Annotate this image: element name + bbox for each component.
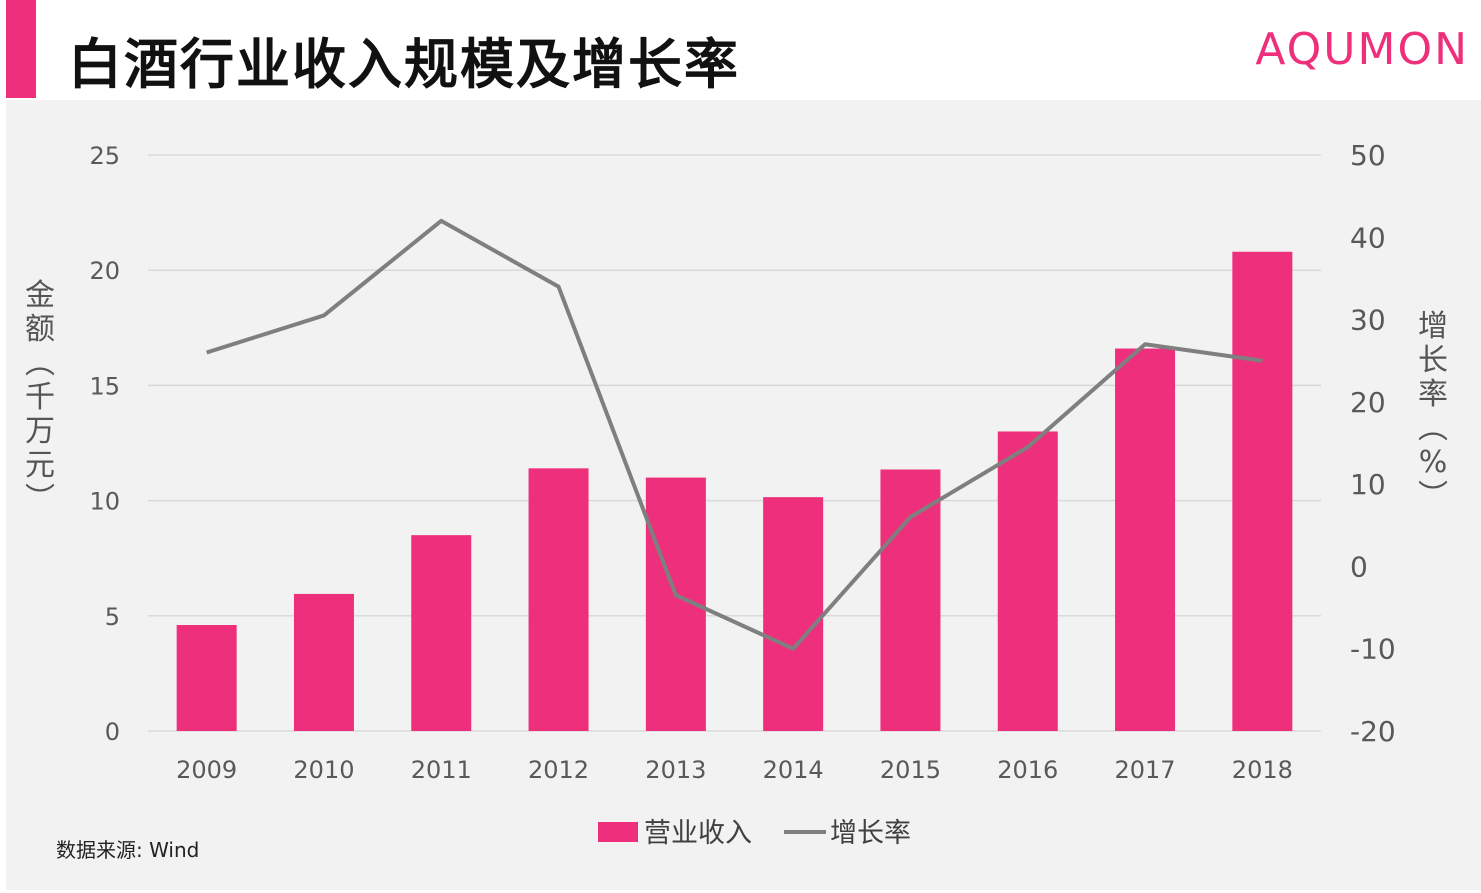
bar-2017 xyxy=(1115,348,1176,731)
left-tick-label: 15 xyxy=(89,372,120,400)
bar-2015 xyxy=(880,469,941,731)
x-tick-label: 2016 xyxy=(997,756,1058,784)
x-tick-label: 2015 xyxy=(880,756,941,784)
right-tick-label: 30 xyxy=(1350,304,1386,337)
x-tick-label: 2012 xyxy=(528,756,589,784)
x-tick-label: 2018 xyxy=(1232,756,1293,784)
bar-2016 xyxy=(997,431,1058,731)
line-series xyxy=(206,218,1263,651)
chart-title: 白酒行业收入规模及增长率 xyxy=(68,33,740,96)
x-tick-label: 2014 xyxy=(763,756,824,784)
bar-2014 xyxy=(763,497,824,731)
legend-bar-swatch xyxy=(598,822,638,842)
left-tick-label: 20 xyxy=(89,257,120,285)
x-axis-ticks: 2009 2010 2011 2012 2013 2014 2015 2016 2017 2018 xyxy=(176,756,1293,784)
bar-2010 xyxy=(293,593,354,731)
right-axis-label: 增长率︵% ︶ xyxy=(1418,309,1448,514)
bar-2009 xyxy=(176,625,237,731)
bar-2011 xyxy=(411,535,472,731)
legend-bar-label: 营业收入 xyxy=(644,818,752,849)
right-tick-label: 40 xyxy=(1350,221,1386,254)
brand-logo: AQUMON xyxy=(1255,24,1469,75)
right-tick-label: -10 xyxy=(1350,633,1396,666)
source-note: 数据来源: Wind xyxy=(56,838,200,862)
left-tick-label: 10 xyxy=(89,488,120,516)
left-axis-label: 金额︵千万元︶ xyxy=(25,278,55,517)
x-tick-label: 2017 xyxy=(1115,756,1176,784)
bar-2012 xyxy=(528,468,589,731)
left-axis-ticks: 0 5 10 15 20 25 xyxy=(89,142,120,746)
bar-series xyxy=(176,251,1293,731)
x-tick-label: 2009 xyxy=(176,756,237,784)
right-tick-label: 10 xyxy=(1350,468,1386,501)
left-tick-label: 25 xyxy=(89,142,120,170)
legend: 营业收入 增长率 xyxy=(598,818,911,849)
x-tick-label: 2010 xyxy=(293,756,354,784)
title-accent-bar xyxy=(6,0,36,98)
bar-2018 xyxy=(1232,251,1293,731)
growth-rate-line xyxy=(206,218,1263,651)
left-tick-label: 0 xyxy=(105,718,120,746)
legend-line-label: 增长率 xyxy=(830,818,911,849)
right-tick-label: 0 xyxy=(1350,550,1368,583)
left-tick-label: 5 xyxy=(105,603,120,631)
x-tick-label: 2013 xyxy=(645,756,706,784)
right-axis-ticks: -20 -10 0 10 20 30 40 50 xyxy=(1350,139,1396,748)
right-tick-label: 20 xyxy=(1350,386,1386,419)
x-tick-label: 2011 xyxy=(411,756,472,784)
right-tick-label: 50 xyxy=(1350,139,1386,172)
right-tick-label: -20 xyxy=(1350,715,1396,748)
